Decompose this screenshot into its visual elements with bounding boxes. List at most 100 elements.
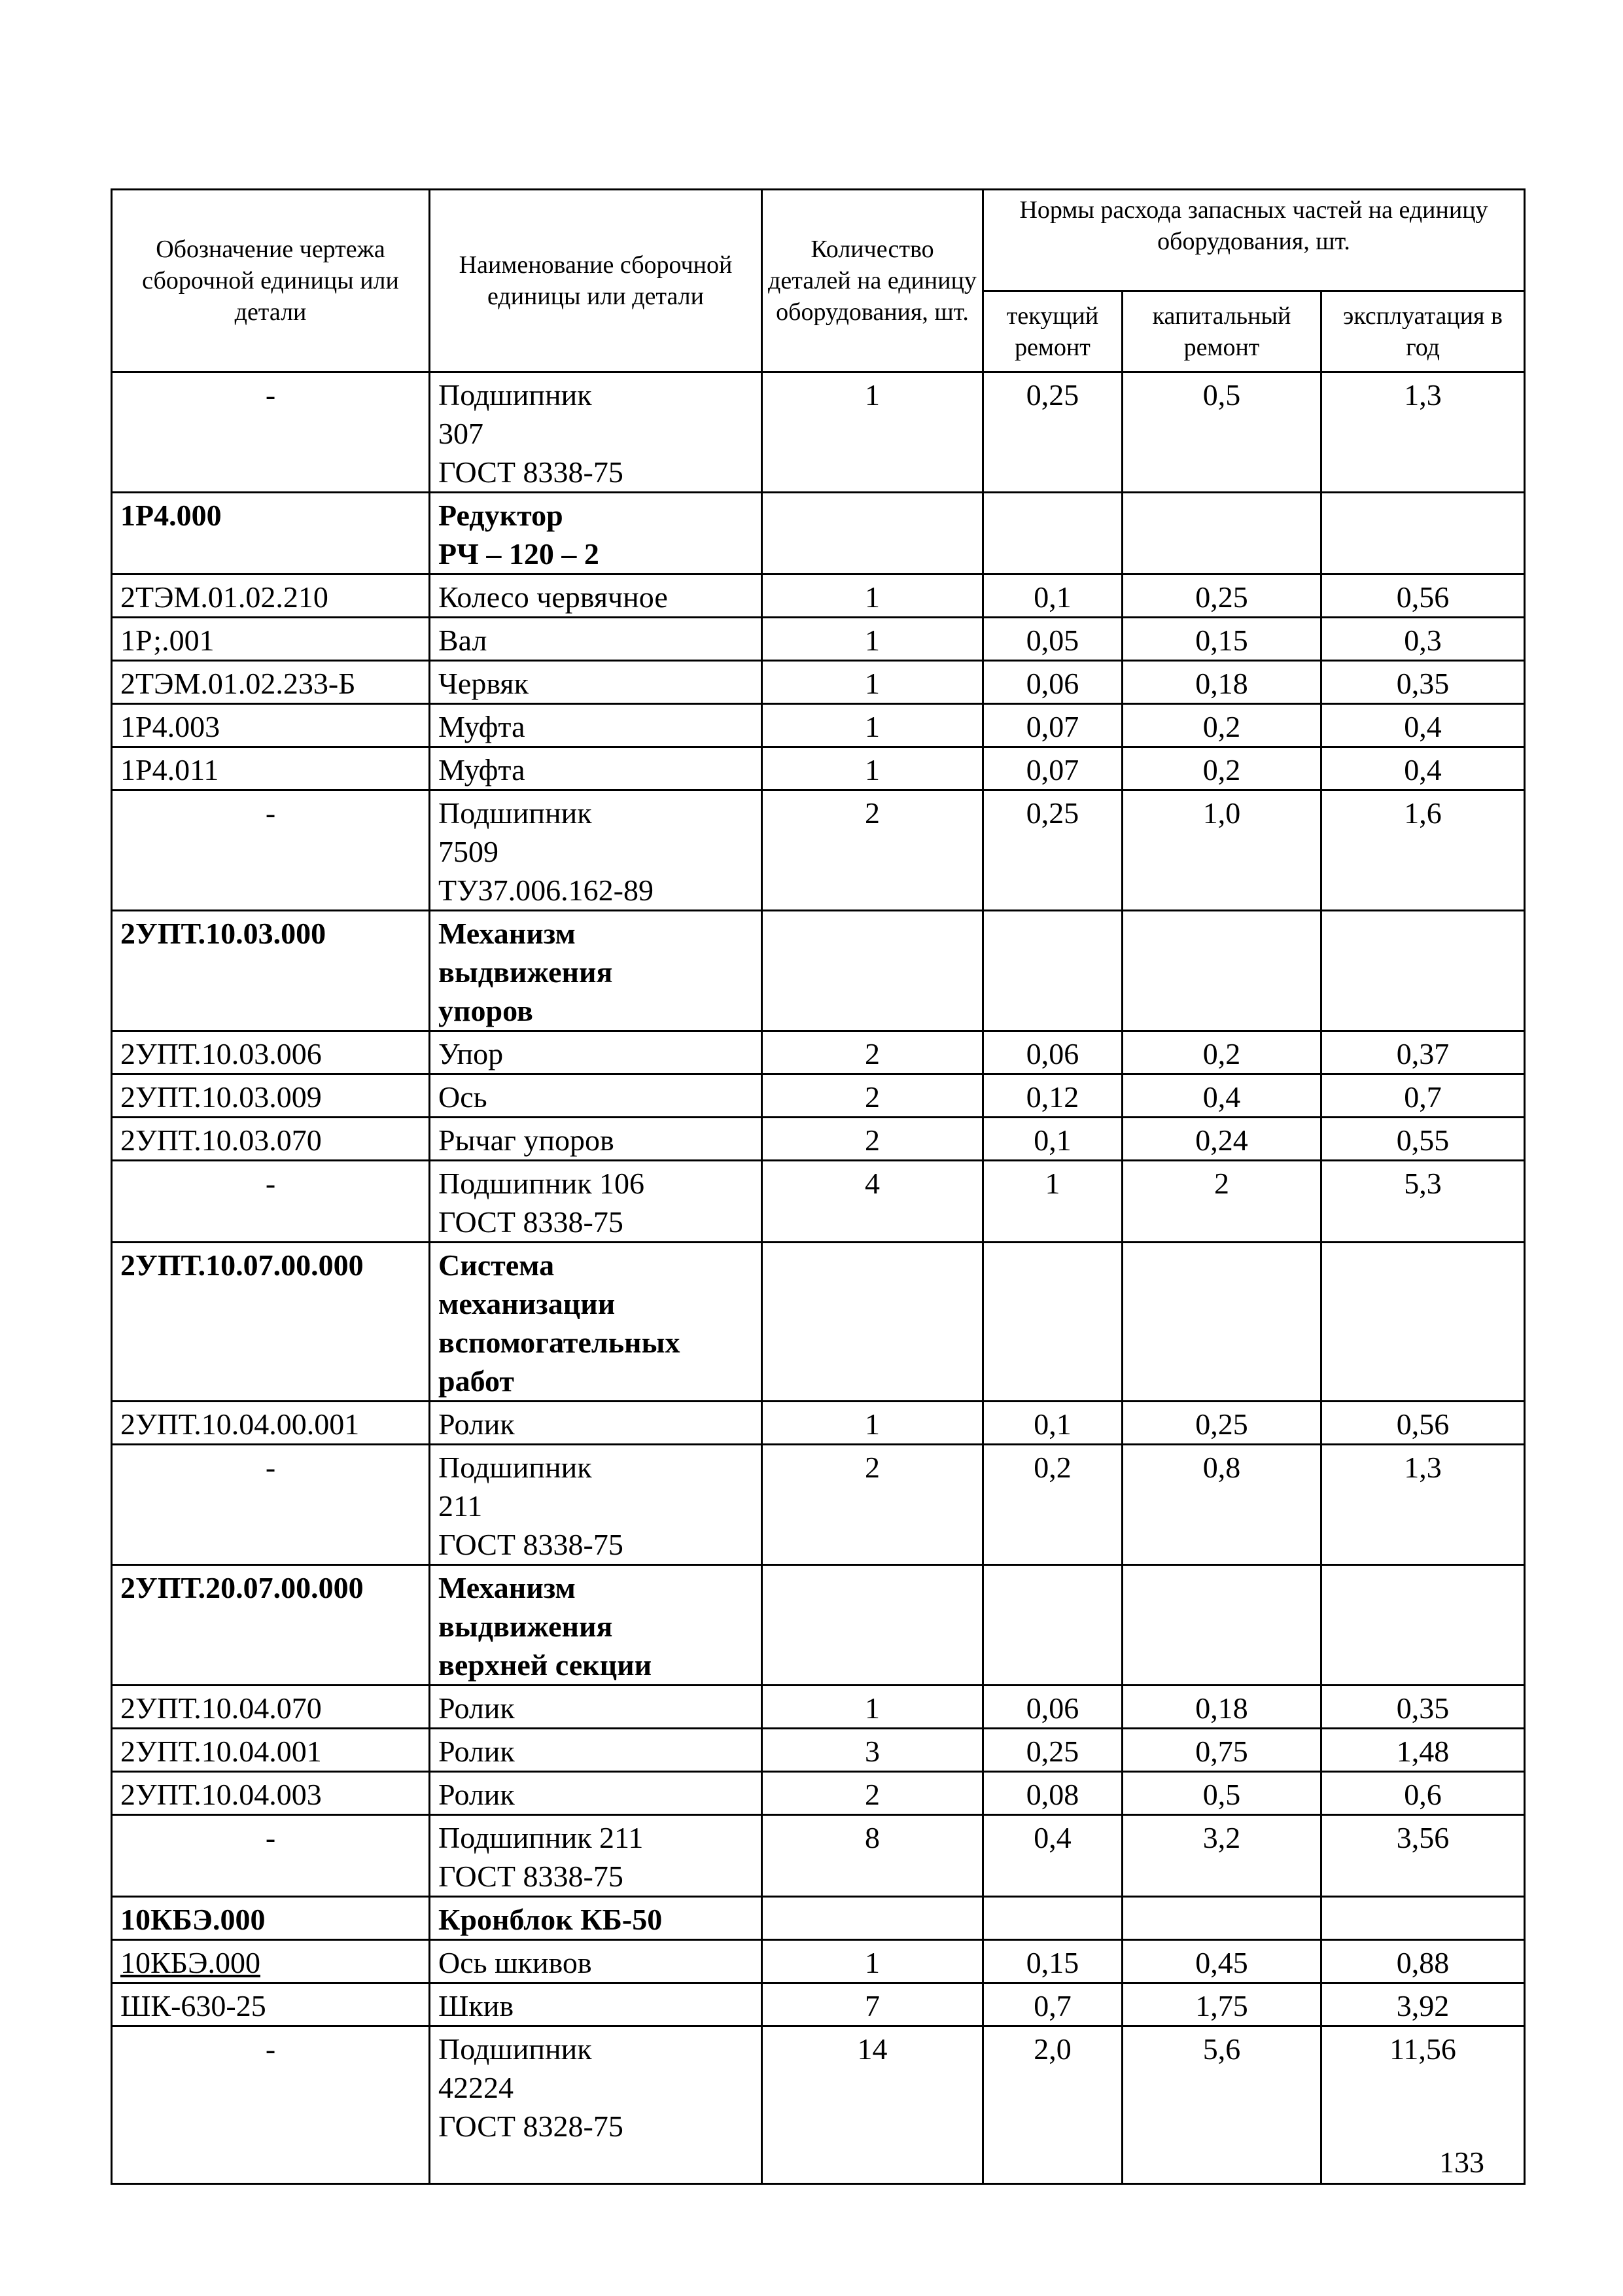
header-quantity: Количество деталей на единицу оборудован… bbox=[761, 188, 984, 373]
quantity-cell: 7 bbox=[761, 1982, 984, 2027]
capital-repair-cell: 1,75 bbox=[1121, 1982, 1322, 2027]
yearly-cell: 0,88 bbox=[1319, 1939, 1526, 1984]
quantity-cell: 1 bbox=[761, 1400, 984, 1445]
designation-cell: - bbox=[111, 1814, 430, 1898]
name-cell: Муфта bbox=[428, 703, 763, 748]
capital-repair-cell: 0,5 bbox=[1121, 371, 1322, 493]
group-row: 2УПТ.20.07.00.000 Механизм выдвижения вер… bbox=[111, 1564, 1526, 1686]
header-name: Наименование сборочной единицы или детал… bbox=[428, 188, 763, 373]
capital-repair-cell: 3,2 bbox=[1121, 1814, 1322, 1898]
designation-cell: - bbox=[111, 789, 430, 911]
capital-repair-cell: 0,24 bbox=[1121, 1116, 1322, 1161]
current-repair-cell: 0,05 bbox=[982, 616, 1123, 662]
capital-repair-cell: 0,2 bbox=[1121, 703, 1322, 748]
capital-repair-cell bbox=[1121, 1896, 1322, 1941]
current-repair-cell: 2,0 bbox=[982, 2025, 1123, 2185]
table-row: 1Р4.003 Муфта 1 0,07 0,2 0,4 bbox=[111, 703, 1526, 748]
current-repair-cell: 0,07 bbox=[982, 703, 1123, 748]
quantity-cell: 1 bbox=[761, 746, 984, 791]
table-row: 2ТЭМ.01.02.210 Колесо червячное 1 0,1 0,25 0,… bbox=[111, 573, 1526, 618]
current-repair-cell: 0,12 bbox=[982, 1073, 1123, 1118]
designation-cell: 10КБЭ.000 bbox=[111, 1939, 430, 1984]
name-cell: Подшипник 211 ГОСТ 8338-75 bbox=[428, 1814, 763, 1898]
current-repair-cell: 0,25 bbox=[982, 371, 1123, 493]
yearly-cell: 0,56 bbox=[1319, 573, 1526, 618]
yearly-cell: 3,56 bbox=[1319, 1814, 1526, 1898]
current-repair-cell: 0,1 bbox=[982, 1400, 1123, 1445]
group-row: 2УПТ.10.03.000 Механизм выдвижения упоров bbox=[111, 910, 1526, 1032]
name-cell: Вал bbox=[428, 616, 763, 662]
designation-cell: 2УПТ.10.07.00.000 bbox=[111, 1241, 430, 1402]
current-repair-cell bbox=[982, 1241, 1123, 1402]
yearly-cell: 0,56 bbox=[1319, 1400, 1526, 1445]
designation-cell: 1Р4.011 bbox=[111, 746, 430, 791]
table-body: - Подшипник 307 ГОСТ 8338-75 1 0,25 0,5 1,3 1Р… bbox=[111, 371, 1526, 2185]
name-cell: Ролик bbox=[428, 1771, 763, 1816]
table-row: - Подшипник 7509 ТУ37.006.162-89 2 0,25 1,0 1… bbox=[111, 789, 1526, 911]
current-repair-cell: 0,4 bbox=[982, 1814, 1123, 1898]
name-cell: Упор bbox=[428, 1030, 763, 1075]
quantity-cell: 2 bbox=[761, 1030, 984, 1075]
current-repair-cell: 0,2 bbox=[982, 1443, 1123, 1566]
yearly-cell bbox=[1319, 1896, 1526, 1941]
name-cell: Кронблок КБ-50 bbox=[428, 1896, 763, 1941]
quantity-cell: 2 bbox=[761, 1073, 984, 1118]
table-row: 2УПТ.10.03.006 Упор 2 0,06 0,2 0,37 bbox=[111, 1030, 1526, 1075]
quantity-cell: 2 bbox=[761, 789, 984, 911]
name-cell: Механизм выдвижения верхней секции bbox=[428, 1564, 763, 1686]
name-cell: Подшипник 307 ГОСТ 8338-75 bbox=[428, 371, 763, 493]
designation-cell: 1Р4.000 bbox=[111, 491, 430, 575]
current-repair-cell: 0,08 bbox=[982, 1771, 1123, 1816]
current-repair-cell: 0,1 bbox=[982, 573, 1123, 618]
designation-cell: 2УПТ.10.04.001 bbox=[111, 1727, 430, 1773]
current-repair-cell: 0,7 bbox=[982, 1982, 1123, 2027]
yearly-cell bbox=[1319, 1564, 1526, 1686]
designation-cell: - bbox=[111, 1159, 430, 1243]
capital-repair-cell bbox=[1121, 1564, 1322, 1686]
capital-repair-cell: 5,6 bbox=[1121, 2025, 1322, 2185]
name-cell: Ролик bbox=[428, 1727, 763, 1773]
table-row: 10КБЭ.000 Ось шкивов 1 0,15 0,45 0,88 bbox=[111, 1939, 1526, 1984]
header-norms: Нормы расхода запасных частей на единицу… bbox=[981, 188, 1526, 292]
table-row: 2УПТ.10.04.070 Ролик 1 0,06 0,18 0,35 bbox=[111, 1684, 1526, 1729]
yearly-cell: 0,55 bbox=[1319, 1116, 1526, 1161]
group-row: 2УПТ.10.07.00.000 Система механизации всп… bbox=[111, 1241, 1526, 1402]
designation-cell: 2УПТ.10.04.00.001 bbox=[111, 1400, 430, 1445]
designation-cell: - bbox=[111, 1443, 430, 1566]
yearly-cell bbox=[1319, 1241, 1526, 1402]
capital-repair-cell: 2 bbox=[1121, 1159, 1322, 1243]
designation-cell: 2УПТ.10.03.009 bbox=[111, 1073, 430, 1118]
yearly-cell: 1,48 bbox=[1319, 1727, 1526, 1773]
capital-repair-cell bbox=[1121, 1241, 1322, 1402]
table-row: 1Р4.011 Муфта 1 0,07 0,2 0,4 bbox=[111, 746, 1526, 791]
quantity-cell: 8 bbox=[761, 1814, 984, 1898]
current-repair-cell bbox=[982, 491, 1123, 575]
designation-cell: 1Р;.001 bbox=[111, 616, 430, 662]
current-repair-cell: 0,06 bbox=[982, 660, 1123, 705]
name-cell: Червяк bbox=[428, 660, 763, 705]
quantity-cell bbox=[761, 1564, 984, 1686]
designation-cell: 2ТЭМ.01.02.210 bbox=[111, 573, 430, 618]
current-repair-cell: 0,15 bbox=[982, 1939, 1123, 1984]
name-cell: Подшипник 211 ГОСТ 8338-75 bbox=[428, 1443, 763, 1566]
current-repair-cell: 1 bbox=[982, 1159, 1123, 1243]
capital-repair-cell: 0,2 bbox=[1121, 746, 1322, 791]
table-row: 2УПТ.10.04.00.001 Ролик 1 0,1 0,25 0,56 bbox=[111, 1400, 1526, 1445]
quantity-cell bbox=[761, 1896, 984, 1941]
current-repair-cell bbox=[982, 1564, 1123, 1686]
quantity-cell: 1 bbox=[761, 660, 984, 705]
current-repair-cell: 0,06 bbox=[982, 1030, 1123, 1075]
yearly-cell: 1,3 bbox=[1319, 1443, 1526, 1566]
name-cell: Рычаг упоров bbox=[428, 1116, 763, 1161]
yearly-cell: 1,6 bbox=[1319, 789, 1526, 911]
current-repair-cell: 0,1 bbox=[982, 1116, 1123, 1161]
designation-cell: ШК-630-25 bbox=[111, 1982, 430, 2027]
page-number: 133 bbox=[1439, 2146, 1484, 2179]
designation-cell: 2УПТ.10.04.070 bbox=[111, 1684, 430, 1729]
quantity-cell: 2 bbox=[761, 1116, 984, 1161]
group-row: 10КБЭ.000 Кронблок КБ-50 bbox=[111, 1896, 1526, 1941]
current-repair-cell: 0,06 bbox=[982, 1684, 1123, 1729]
name-cell: Редуктор РЧ – 120 – 2 bbox=[428, 491, 763, 575]
capital-repair-cell: 0,15 bbox=[1121, 616, 1322, 662]
name-cell: Ролик bbox=[428, 1400, 763, 1445]
